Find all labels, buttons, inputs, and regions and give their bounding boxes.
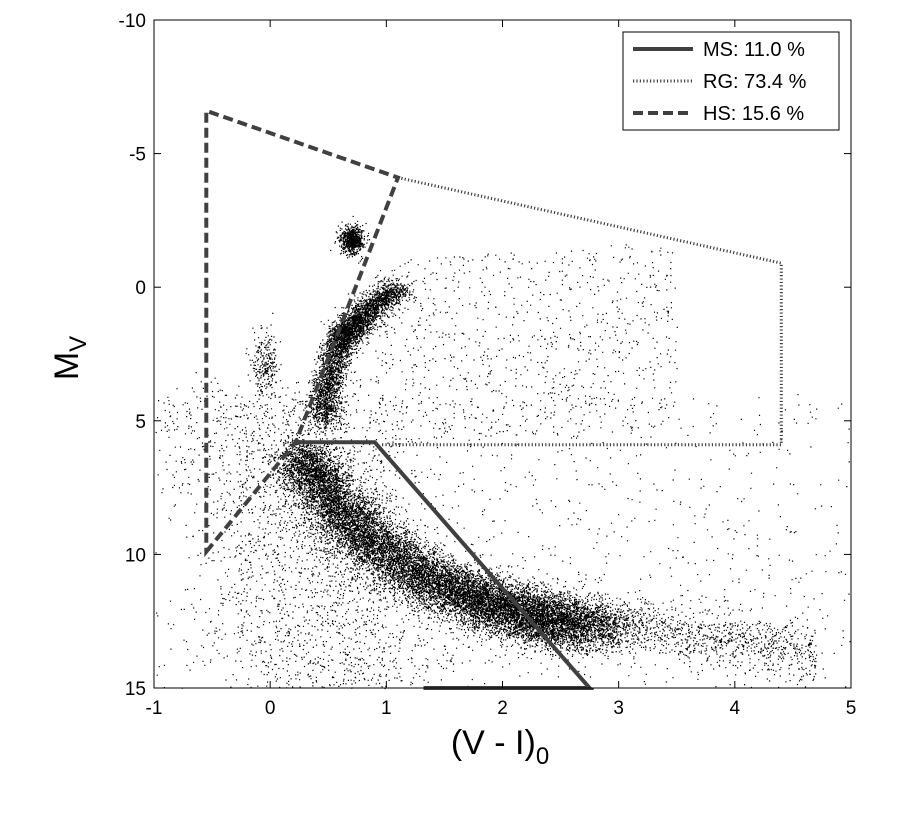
x-tick-label: 2 [497,698,508,719]
legend-label-ms: MS: 11.0 % [703,39,805,61]
x-tick-label: 0 [265,698,276,719]
legend-label-hs: HS: 15.6 % [703,103,804,125]
y-axis-label: MV [48,336,92,380]
x-axis-label-main: (V - I) [451,724,536,762]
x-tick-label: 1 [381,698,392,719]
y-tick-label: -5 [129,145,146,166]
y-tick-label: 0 [135,278,146,299]
x-tick-label: 4 [730,698,741,719]
scatter-points [155,215,851,690]
x-tick-label: 3 [613,698,624,719]
legend-label-rg: RG: 73.4 % [703,71,807,93]
scatter-point-cloud [155,215,851,690]
x-tick-label: -1 [146,698,163,719]
region-hs [204,107,401,558]
y-axis-label-subscript: V [65,336,92,352]
legend: MS: 11.0 % RG: 73.4 % HS: 15.6 % [622,31,840,131]
region-rg [380,176,783,447]
y-tick-label: 10 [125,545,146,566]
y-axis-label-main: M [48,352,86,380]
x-tick-label: 5 [846,698,857,719]
y-tick-label: 15 [125,679,146,700]
y-tick-label: -10 [119,11,146,32]
y-tick-label: 5 [135,412,146,433]
x-axis-label: (V - I)0 [451,724,549,770]
x-axis-label-subscript: 0 [536,743,549,770]
